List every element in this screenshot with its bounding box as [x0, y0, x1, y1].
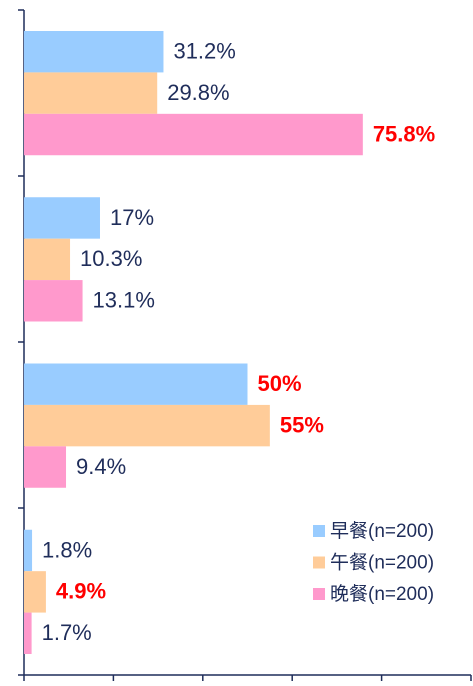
- value-label: 50%: [258, 371, 302, 396]
- value-label: 31.2%: [173, 39, 235, 64]
- bar: [24, 113, 363, 156]
- legend-swatch: [313, 525, 325, 537]
- legend-swatch: [313, 556, 325, 569]
- bar: [24, 238, 71, 281]
- value-label: 9.4%: [76, 454, 126, 479]
- bar: [24, 446, 67, 488]
- bar: [24, 280, 83, 322]
- bar: [24, 72, 158, 114]
- bar: [24, 197, 100, 239]
- value-label: 10.3%: [80, 246, 142, 271]
- value-label: 13.1%: [93, 288, 155, 313]
- bar: [24, 571, 46, 613]
- bar: [24, 363, 248, 405]
- legend-swatch: [313, 588, 325, 600]
- bar: [24, 404, 270, 447]
- bar: [24, 31, 164, 73]
- value-label: 55%: [280, 412, 324, 437]
- legend-label: 晚餐(n=200): [330, 583, 434, 605]
- legend-label: 早餐(n=200): [330, 520, 434, 542]
- value-label: 17%: [110, 205, 154, 230]
- value-label: 75.8%: [373, 121, 435, 146]
- value-label: 29.8%: [167, 80, 229, 105]
- value-label: 4.9%: [56, 579, 106, 604]
- value-label: 1.7%: [42, 620, 92, 645]
- value-label: 1.8%: [42, 537, 92, 562]
- bar: [24, 612, 32, 654]
- bar: [24, 529, 33, 572]
- legend-label: 午餐(n=200): [330, 552, 434, 574]
